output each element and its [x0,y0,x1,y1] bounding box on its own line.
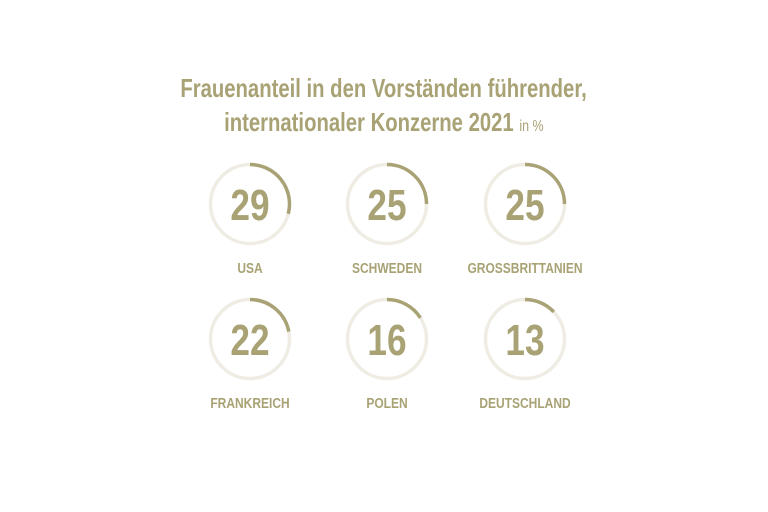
value-label-deutschland: 13 [505,316,544,365]
ring-arc-frankreich [249,297,291,332]
ring-arc-grossbrittanien [524,162,567,205]
value-label-schweden: 25 [367,181,406,230]
unit-label: in % [519,118,544,135]
value-label-frankreich: 22 [230,316,269,365]
title-line-1: Frauenanteil in den Vorständen führender… [180,73,588,103]
title-line-2: internationaler Konzerne 2021 [224,107,514,137]
category-label-frankreich: FRANKREICH [210,395,289,412]
category-label-grossbrittanien: GROSSBRITTANIEN [467,260,582,277]
value-label-polen: 16 [367,316,406,365]
ring-arc-deutschland [524,297,556,314]
category-label-usa: USA [237,260,262,277]
category-label-deutschland: DEUTSCHLAND [479,395,570,412]
ring-arc-usa [249,162,292,215]
category-label-polen: POLEN [366,395,407,412]
value-label-usa: 29 [230,181,269,230]
ring-arc-polen [386,297,422,319]
category-label-schweden: SCHWEDEN [352,260,422,277]
value-label-grossbrittanien: 25 [505,181,544,230]
ring-arc-schweden [386,162,429,205]
chart-title: Frauenanteil in den Vorständen führender… [0,71,768,144]
